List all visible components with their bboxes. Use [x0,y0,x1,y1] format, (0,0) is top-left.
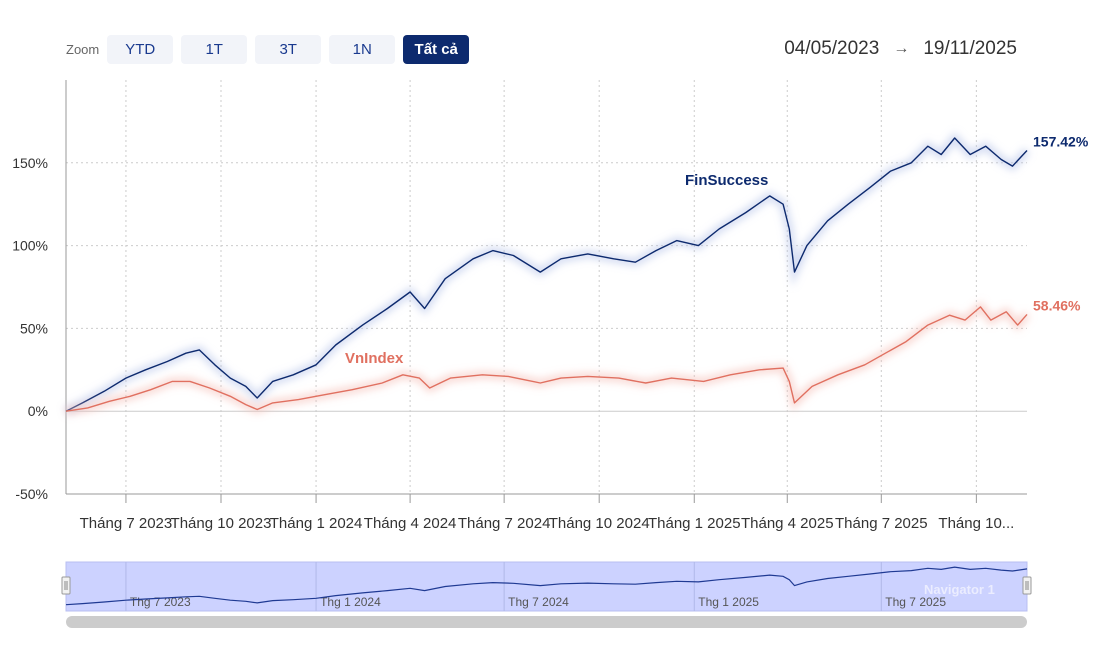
series-line-finsuccess [65,137,1028,412]
series-glow-finsuccess [64,131,1030,415]
series-layer [64,131,1031,416]
navigator[interactable]: Thg 7 2023 Thg 1 2024 Thg 7 2024 Thg 1 2025… [61,561,1032,628]
zoom-bar: Zoom YTD 1T 3T 1N Tất cả [66,34,477,64]
y-tick-label: 50% [20,320,48,336]
x-tick-label: Tháng 7 2023 [80,515,173,532]
y-tick-label: 150% [12,155,48,171]
navigator-left-handle[interactable] [61,576,71,595]
grid [66,80,1027,495]
navigator-right-handle[interactable] [1022,576,1032,595]
x-tick-label: Tháng 1 2024 [270,515,363,532]
zoom-all-button[interactable]: Tất cả [403,34,470,64]
navigator-tick-label: Thg 7 2024 [508,595,569,609]
labels-layer: 157.42% 58.46% FinSuccess VnIndex [345,134,1089,367]
navigator-tick-label: Thg 1 2025 [698,595,759,609]
x-tick-label: Tháng 7 2024 [458,515,551,532]
x-tick-label: Tháng 7 2025 [835,515,928,532]
zoom-ytd-button[interactable]: YTD [107,34,174,64]
series-line-vnindex [65,306,1028,412]
zoom-3t-button[interactable]: 3T [255,34,322,64]
x-tick-label: Tháng 1 2025 [648,515,741,532]
y-tick-label: 0% [28,403,48,419]
y-tick-label: -50% [15,486,48,502]
navigator-series-label: Navigator 1 [924,582,995,597]
zoom-label: Zoom [66,41,100,57]
x-tick-label: Tháng 10 2023 [171,515,272,532]
x-tick-label: Tháng 10... [938,515,1014,532]
date-range: 04/05/2023 → 19/11/2025 [784,38,1017,60]
navigator-series-line [65,566,1028,606]
x-tick-label: Tháng 10 2024 [549,515,650,532]
navigator-scrollbar[interactable] [66,616,1027,628]
navigator-tick-label: Thg 1 2024 [320,595,381,609]
y-tick-label: 100% [12,238,48,254]
range-arrow-icon: → [893,40,910,57]
series-last-value-label: 157.42% [1033,134,1089,150]
x-tick-label: Tháng 4 2025 [741,515,834,532]
range-from-date[interactable]: 04/05/2023 [784,38,880,59]
range-to-date[interactable]: 19/11/2025 [923,38,1017,59]
zoom-1n-button[interactable]: 1N [329,34,396,64]
x-tick-label: Tháng 4 2024 [364,515,457,532]
series-name-label: FinSuccess [685,172,768,189]
series-last-value-label: 58.46% [1033,297,1081,313]
zoom-1t-button[interactable]: 1T [181,34,248,64]
navigator-tick-label: Thg 7 2025 [885,595,946,609]
series-name-label: VnIndex [345,350,404,367]
